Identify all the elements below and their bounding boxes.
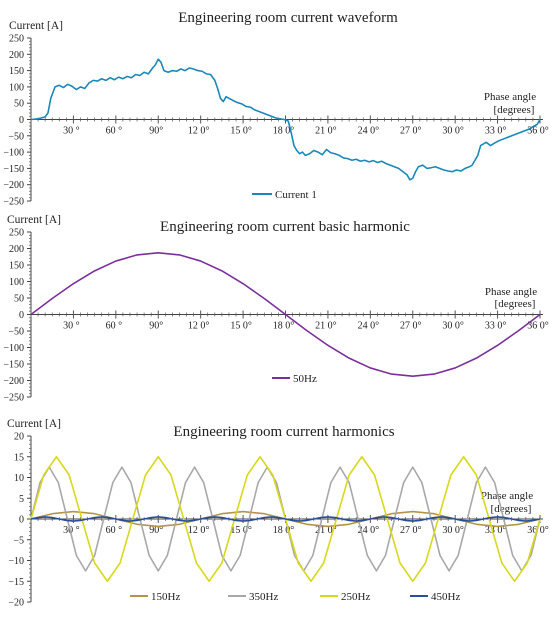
x-tick-label: 30 ° [63, 321, 80, 332]
y-tick-label: 15 [14, 452, 24, 463]
y-tick-label: −250 [3, 393, 24, 404]
x-tick-label: 15 0° [230, 126, 252, 137]
x-tick-label: 15 0° [230, 525, 252, 536]
y-tick-label: −10 [8, 556, 24, 567]
y-tick-label: −150 [3, 360, 24, 371]
y-tick-label: −150 [3, 164, 24, 175]
y-tick-label: 0 [19, 115, 24, 126]
y-tick-label: 250 [9, 34, 24, 45]
x-tick-label: 33 0° [485, 321, 507, 332]
y-tick-label: 50 [14, 99, 24, 110]
y-tick-label: 250 [9, 228, 24, 239]
x-axis-label: Phase angle [481, 490, 533, 502]
y-tick-label: 5 [19, 494, 24, 505]
legend-label: 250Hz [341, 591, 370, 603]
x-tick-label: 27 0° [400, 126, 422, 137]
x-tick-label: 12 0° [188, 321, 210, 332]
series-line-450hz [30, 516, 541, 522]
chart-title: Engineering room current waveform [178, 10, 398, 26]
y-axis-label: Current [A] [7, 214, 61, 226]
y-axis-label: Current [A] [9, 20, 63, 32]
x-axis-label-unit: [degrees] [494, 104, 535, 116]
y-tick-label: −15 [8, 577, 24, 588]
x-tick-label: 36 0° [527, 126, 549, 137]
x-tick-label: 18 0° [273, 126, 295, 137]
y-tick-label: −100 [3, 343, 24, 354]
y-tick-label: 0 [19, 310, 24, 321]
y-tick-label: 200 [9, 50, 24, 61]
x-tick-label: 33 0° [485, 126, 507, 137]
y-tick-label: 50 [14, 294, 24, 305]
legend-label: Current 1 [275, 189, 317, 201]
chart-title: Engineering room current harmonics [173, 424, 394, 440]
y-tick-label: −200 [3, 376, 24, 387]
y-tick-label: −50 [8, 327, 24, 338]
y-tick-label: −250 [3, 197, 24, 208]
legend-label: 350Hz [249, 591, 278, 603]
y-tick-label: 10 [14, 473, 24, 484]
y-tick-label: 150 [9, 261, 24, 272]
x-tick-label: 18 0° [273, 321, 295, 332]
x-axis-label-unit: [degrees] [491, 503, 532, 515]
x-tick-label: 18 0° [273, 525, 295, 536]
x-axis-label: Phase angle [484, 91, 536, 103]
x-tick-label: 24 0° [358, 321, 380, 332]
y-tick-label: −50 [8, 131, 24, 142]
x-tick-label: 90° [149, 126, 163, 137]
chart-panel-2: Engineering room current basic harmonic C… [3, 214, 548, 404]
x-tick-label: 60 ° [106, 126, 123, 137]
x-tick-label: 33 0° [485, 525, 507, 536]
y-tick-label: −5 [13, 535, 24, 546]
chart-title: Engineering room current basic harmonic [160, 219, 410, 235]
x-tick-label: 12 0° [188, 525, 210, 536]
legend-label: 450Hz [431, 591, 460, 603]
legend-label: 150Hz [151, 591, 180, 603]
y-tick-label: −200 [3, 180, 24, 191]
x-tick-label: 27 0° [400, 525, 422, 536]
chart-panel-1: Engineering room current waveform Current… [3, 10, 548, 208]
x-tick-label: 60 ° [106, 321, 123, 332]
y-tick-label: 100 [9, 82, 24, 93]
x-tick-label: 24 0° [358, 126, 380, 137]
y-tick-label: 100 [9, 277, 24, 288]
series-line-current-1 [30, 58, 541, 181]
y-tick-label: 150 [9, 66, 24, 77]
y-tick-label: 0 [19, 515, 24, 526]
x-tick-label: 90° [149, 321, 163, 332]
x-tick-label: 30 ° [63, 525, 80, 536]
x-tick-label: 30 ° [63, 126, 80, 137]
x-tick-label: 30 0° [442, 321, 464, 332]
x-tick-label: 21 0° [315, 525, 337, 536]
y-tick-label: −100 [3, 148, 24, 159]
x-tick-label: 90° [149, 525, 163, 536]
y-tick-label: 200 [9, 244, 24, 255]
x-tick-label: 27 0° [400, 321, 422, 332]
x-tick-label: 21 0° [315, 126, 337, 137]
x-tick-label: 12 0° [188, 126, 210, 137]
y-tick-label: −20 [8, 598, 24, 609]
chart-panel-3: Engineering room current harmonics Curren… [7, 418, 549, 609]
y-tick-label: 20 [14, 432, 24, 443]
x-tick-label: 30 0° [442, 525, 464, 536]
x-tick-label: 24 0° [358, 525, 380, 536]
x-tick-label: 36 0° [527, 321, 549, 332]
x-tick-label: 36 0° [527, 525, 549, 536]
x-tick-label: 30 0° [442, 126, 464, 137]
x-tick-label: 60 ° [106, 525, 123, 536]
legend-label: 50Hz [293, 373, 317, 385]
x-axis-label-unit: [degrees] [495, 298, 536, 310]
series-line-50hz [30, 251, 541, 378]
y-axis-label: Current [A] [7, 418, 61, 430]
x-tick-label: 15 0° [230, 321, 252, 332]
x-axis-label: Phase angle [485, 286, 537, 298]
x-tick-label: 21 0° [315, 321, 337, 332]
